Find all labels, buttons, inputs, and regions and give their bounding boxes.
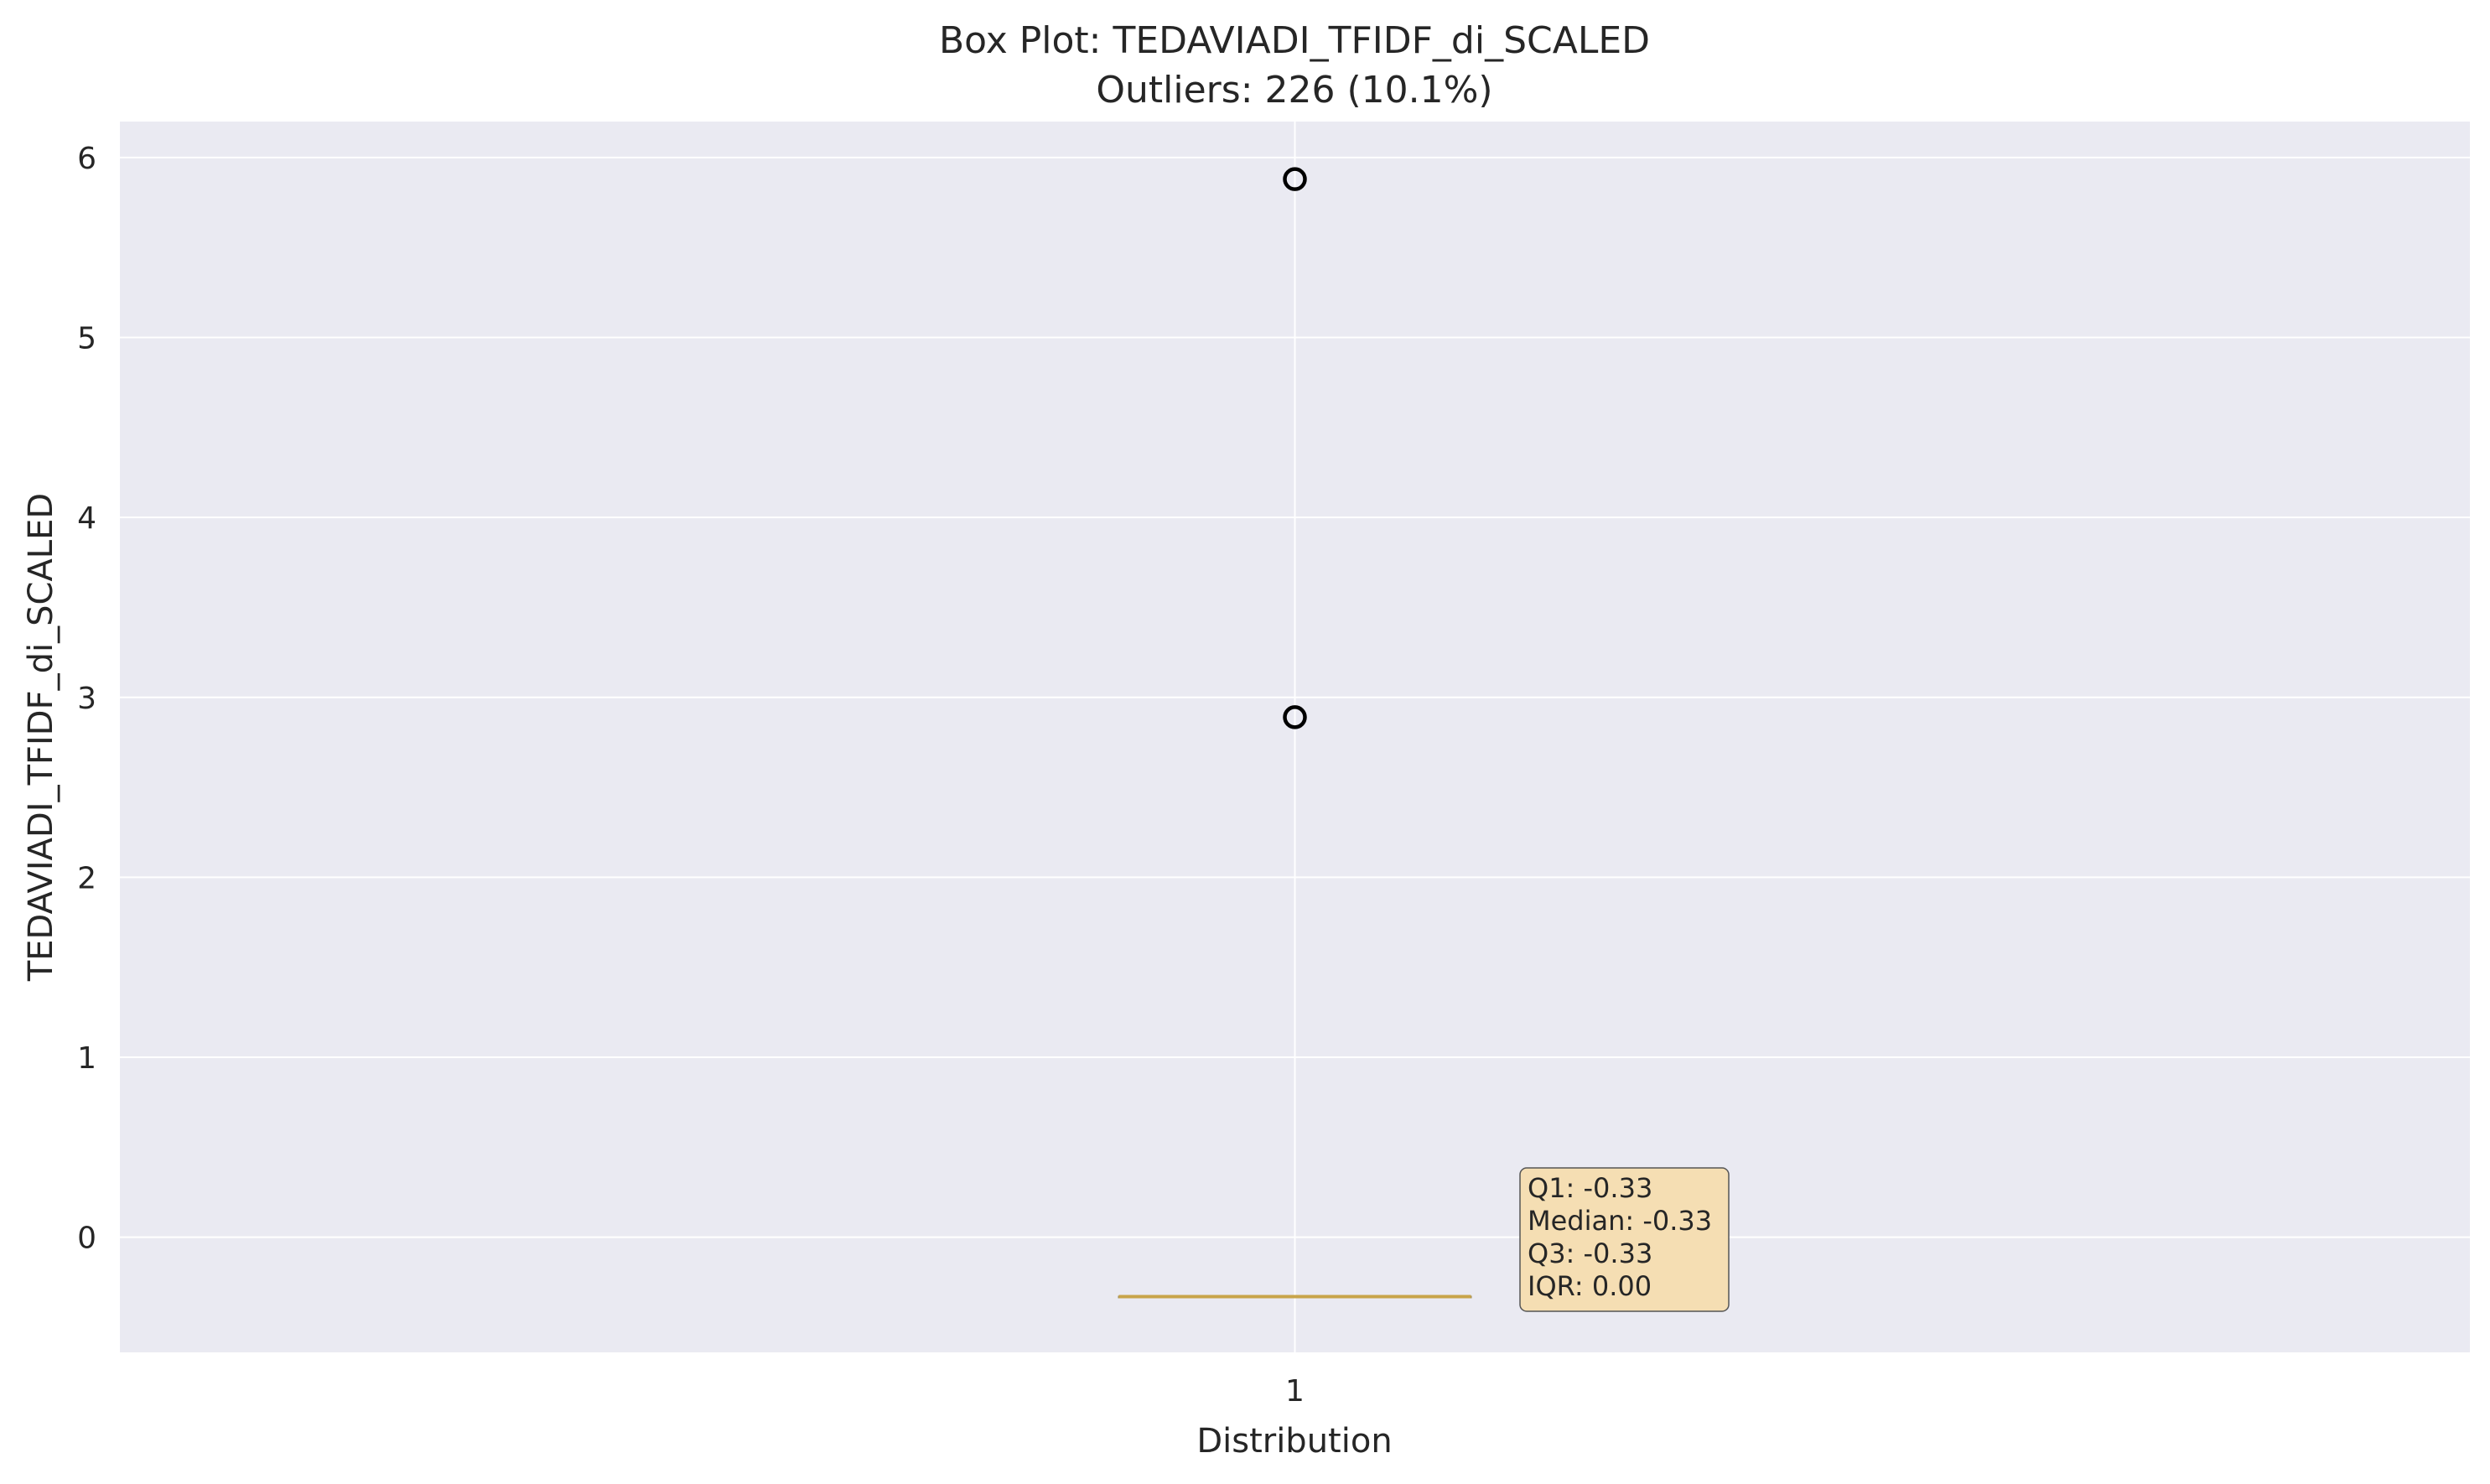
stats-median: Median: -0.33 xyxy=(1528,1205,1712,1237)
chart-subtitle: Outliers: 226 (10.1%) xyxy=(1096,69,1492,112)
axis-ticks: 0 1 2 3 4 5 6 1 xyxy=(77,142,1305,1409)
y-axis-label: TEDAVIADI_TFIDF_di_SCALED xyxy=(22,493,60,982)
grid-lines xyxy=(120,122,2470,1352)
y-tick-label: 5 xyxy=(77,322,96,356)
y-tick-label: 3 xyxy=(77,682,96,716)
stats-box-background xyxy=(1519,1167,1730,1312)
stats-annotation-box: Q1: -0.33 Median: -0.33 Q3: -0.33 IQR: 0… xyxy=(1519,1167,1730,1312)
box-plot-marks xyxy=(1118,167,1472,1299)
x-tick-label: 1 xyxy=(1285,1374,1305,1409)
x-axis-label: Distribution xyxy=(1196,1422,1392,1461)
outlier-point xyxy=(1283,167,1307,191)
y-tick-label: 1 xyxy=(77,1041,96,1076)
y-tick-label: 2 xyxy=(77,861,96,895)
y-tick-label: 6 xyxy=(77,142,96,176)
outlier-point xyxy=(1283,705,1307,729)
chart-title: Box Plot: TEDAVIADI_TFIDF_di_SCALED xyxy=(939,19,1650,62)
stats-iqr: IQR: 0.00 xyxy=(1528,1270,1652,1302)
stats-q1: Q1: -0.33 xyxy=(1528,1172,1652,1204)
y-tick-label: 0 xyxy=(77,1222,96,1256)
stats-q3: Q3: -0.33 xyxy=(1528,1238,1652,1269)
y-tick-label: 4 xyxy=(77,501,96,536)
